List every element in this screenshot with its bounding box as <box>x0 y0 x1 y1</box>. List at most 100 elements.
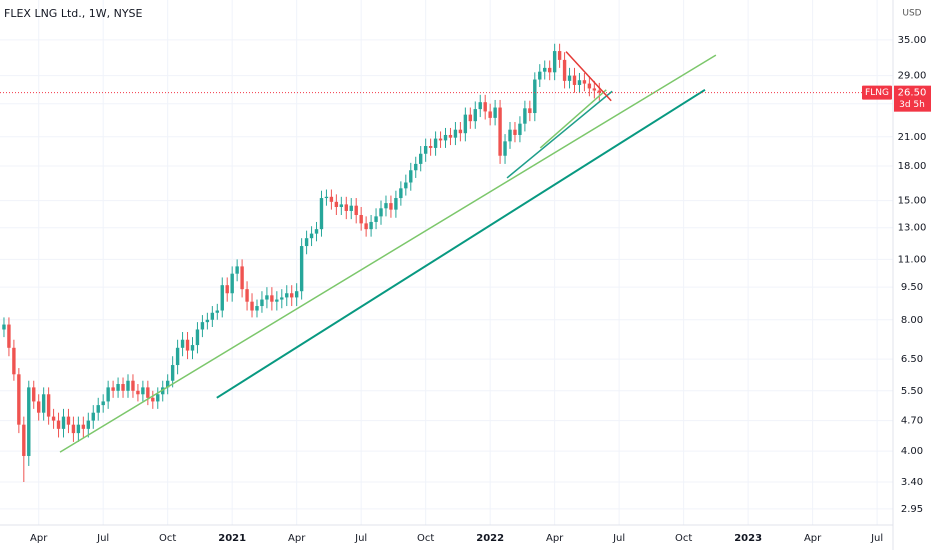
candle-body <box>339 204 344 207</box>
candle-body <box>205 319 210 323</box>
candle-body <box>344 204 348 211</box>
candle-body <box>414 163 418 171</box>
marks <box>0 43 893 482</box>
candle-body <box>180 339 185 348</box>
y-tick-label: 21.00 <box>898 132 927 143</box>
last-price-box <box>894 85 931 112</box>
candle-body <box>76 424 81 434</box>
candle-body <box>32 387 36 402</box>
candle-body <box>567 75 572 81</box>
candle-body <box>572 75 577 85</box>
candle-body <box>314 229 319 234</box>
candle-body <box>215 310 219 313</box>
candle-body <box>488 111 492 118</box>
candle-body <box>493 107 497 118</box>
candle-body <box>423 146 428 154</box>
candle-body <box>195 329 200 346</box>
candle-body <box>364 223 368 230</box>
candle-body <box>56 420 61 429</box>
candle-body <box>438 138 443 141</box>
candle-body <box>51 416 56 421</box>
candle-body <box>533 79 537 114</box>
x-tick-label: 2021 <box>218 533 246 544</box>
x-tick-label: Oct <box>675 533 692 544</box>
x-tick-label: Jul <box>612 533 625 544</box>
candle-body <box>369 221 373 230</box>
candle-body <box>156 394 160 402</box>
candle-body <box>319 198 324 230</box>
candle-body <box>299 246 304 292</box>
candle-body <box>136 390 140 395</box>
candle-body <box>101 401 105 406</box>
candle-body <box>503 141 507 156</box>
candle-body <box>126 380 130 391</box>
candle-body <box>354 205 358 216</box>
candle-body <box>260 299 264 307</box>
candle-body <box>468 114 473 122</box>
candle-body <box>280 297 284 300</box>
symbol-box <box>862 85 892 100</box>
candle-body <box>86 420 91 429</box>
candle-body <box>384 203 388 209</box>
candle-body <box>587 83 592 89</box>
trendline <box>539 89 607 149</box>
candle-body <box>106 387 110 402</box>
candle-body <box>91 412 95 421</box>
candle-body <box>419 153 423 164</box>
candle-body <box>116 384 120 391</box>
candle-body <box>528 108 532 114</box>
candle-body <box>285 293 289 298</box>
candle-body <box>290 293 294 298</box>
candle-body <box>185 339 190 351</box>
y-tick-label: 13.00 <box>898 223 927 234</box>
candle-body <box>265 295 269 300</box>
candle-body <box>235 266 239 274</box>
chart-title: FLEX LNG Ltd., 1W, NYSE <box>4 7 143 20</box>
y-tick-label: 8.00 <box>901 315 923 326</box>
y-tick-label: 3.40 <box>901 477 923 488</box>
candle-body <box>453 129 458 138</box>
y-tick-label: 9.50 <box>901 282 923 293</box>
candle-body <box>597 90 602 93</box>
y-tick-label: 29.00 <box>898 71 927 82</box>
candle-body <box>582 80 587 84</box>
candle-body <box>270 295 274 302</box>
candle-body <box>46 394 51 417</box>
y-tick-label: 15.00 <box>898 196 927 207</box>
candle-body <box>81 424 86 429</box>
y-tick-label: 18.00 <box>898 161 927 172</box>
candle-body <box>359 215 363 224</box>
candle-body <box>41 394 46 413</box>
trendline <box>506 90 613 179</box>
candle-body <box>458 129 463 134</box>
candle-body <box>557 51 562 60</box>
x-tick-label: 2022 <box>476 533 504 544</box>
y-tick-label: 35.00 <box>898 35 927 46</box>
trendline <box>59 54 717 453</box>
candle-body <box>379 208 383 217</box>
candle-body <box>240 266 244 290</box>
candle-body <box>538 71 542 80</box>
candle-body <box>294 291 299 298</box>
candle-body <box>547 67 552 73</box>
x-tick-label: Apr <box>546 533 564 544</box>
candle-body <box>404 182 408 189</box>
countdown-label: 3d 5h <box>899 100 925 110</box>
candle-body <box>577 80 582 85</box>
candle-body <box>433 138 438 148</box>
candle-body <box>562 59 567 81</box>
candle-body <box>96 405 100 413</box>
candle-body <box>2 324 6 330</box>
x-tick-label: Apr <box>804 533 822 544</box>
candle-body <box>349 205 353 211</box>
candle-body <box>483 102 487 112</box>
trendline <box>216 88 706 399</box>
candle-body <box>141 387 145 395</box>
candle-body <box>225 285 229 294</box>
candle-body <box>374 216 378 222</box>
candle-body <box>255 306 259 311</box>
candle-body <box>111 387 115 391</box>
candle-body <box>443 134 448 141</box>
candle-body <box>309 233 314 239</box>
candle-body <box>304 238 309 247</box>
